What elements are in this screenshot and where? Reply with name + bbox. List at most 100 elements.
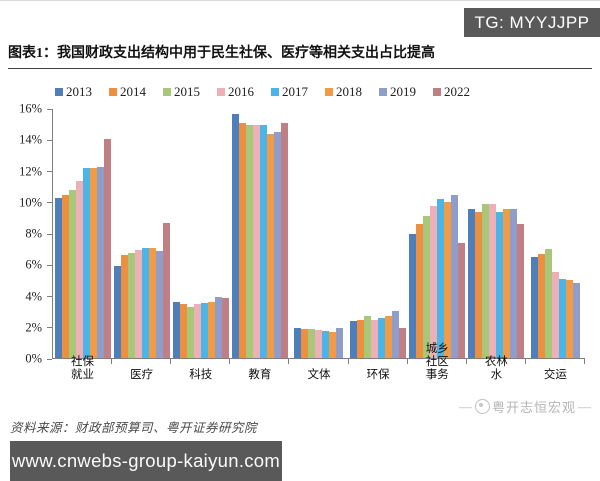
legend-item-2014: 2014 xyxy=(109,84,146,100)
bar-2017 xyxy=(200,302,208,358)
bar-group: 城乡社区事务 xyxy=(408,109,467,381)
bar-2018 xyxy=(266,133,274,358)
watermark-text: 粤开志恒宏观 xyxy=(491,400,576,415)
y-axis-label: 16% xyxy=(19,101,42,116)
bar-group: 环保 xyxy=(349,109,408,381)
bar-2014 xyxy=(120,255,128,358)
bar-2016 xyxy=(489,203,497,358)
bar-2014 xyxy=(61,194,69,358)
y-axis-label: 6% xyxy=(25,257,42,272)
x-axis-category-label: 科技 xyxy=(189,369,213,381)
x-axis-category-label: 医疗 xyxy=(130,369,154,381)
legend-item-2016: 2016 xyxy=(217,84,254,100)
bar-2019 xyxy=(451,194,459,358)
bar-2014 xyxy=(357,319,365,358)
bar-2016 xyxy=(252,124,260,358)
chart-title: 图表1：我国财政支出结构中用于民生社保、医疗等相关支出占比提高 xyxy=(8,42,592,69)
bar-2022 xyxy=(399,327,407,358)
legend-label: 2022 xyxy=(444,84,470,99)
bar-2014 xyxy=(179,304,187,358)
bar-group: 文体 xyxy=(289,109,349,381)
bar-2022 xyxy=(458,242,466,358)
bar-2015 xyxy=(186,306,194,358)
y-axis-tick xyxy=(47,108,52,110)
bar-2015 xyxy=(245,124,253,358)
bar-group: 科技 xyxy=(171,109,231,381)
yuekai-logo-icon xyxy=(474,399,490,414)
y-axis-tick xyxy=(47,358,52,360)
website-banner: www.cnwebs-group-kaiyun.com xyxy=(10,441,282,481)
bar-2015 xyxy=(423,216,431,358)
bar-2018 xyxy=(148,247,156,358)
bar-2019 xyxy=(392,310,400,358)
bar-2014 xyxy=(416,224,424,358)
bar-2022 xyxy=(162,222,170,358)
bar-2019 xyxy=(214,296,222,358)
legend-item-2018: 2018 xyxy=(325,84,362,100)
bar-2019 xyxy=(96,166,104,358)
y-axis-label: 14% xyxy=(19,132,42,147)
y-axis-label: 10% xyxy=(19,195,42,210)
bar-2019 xyxy=(572,283,580,358)
brand-watermark: — 粤开志恒宏观 — xyxy=(459,397,592,416)
y-axis-tick xyxy=(47,327,52,329)
x-axis-category-label: 城乡社区事务 xyxy=(425,343,449,381)
data-source-note: 资料来源：财政部预算司、粤开证券研究院 xyxy=(10,421,258,435)
bar-group: 社保就业 xyxy=(53,109,113,381)
bar-2017 xyxy=(437,199,445,358)
legend-swatch-icon xyxy=(379,88,387,96)
website-url-text: www.cnwebs-group-kaiyun.com xyxy=(11,450,281,471)
bar-2019 xyxy=(510,208,518,358)
plot-area: 社保就业医疗 科技 教育 文体 环保 城乡社区事务 农林水交运 xyxy=(52,109,586,381)
bar-2016 xyxy=(134,249,142,358)
bar-2022 xyxy=(517,224,525,358)
legend-swatch-icon xyxy=(163,88,171,96)
bar-group: 教育 xyxy=(230,109,290,381)
bar-2016 xyxy=(430,205,438,358)
y-axis-tick xyxy=(47,171,52,172)
bar-2018 xyxy=(503,208,511,358)
y-axis-label: 0% xyxy=(25,351,42,366)
bar-group: 交运 xyxy=(526,109,586,381)
legend-swatch-icon xyxy=(109,88,117,96)
bar-2019 xyxy=(336,328,344,358)
x-axis-category-label: 教育 xyxy=(248,369,272,381)
x-axis-category-label: 交运 xyxy=(543,369,567,381)
bar-2022 xyxy=(221,298,229,358)
legend-label: 2019 xyxy=(390,84,416,99)
watermark-dash-right: — xyxy=(578,398,592,414)
bar-2018 xyxy=(89,168,97,358)
y-axis-tick xyxy=(47,139,52,141)
y-axis-tick xyxy=(47,264,52,266)
bar-2016 xyxy=(315,330,323,358)
y-axis-tick xyxy=(47,233,52,235)
bar-2015 xyxy=(482,203,490,358)
bar-2015 xyxy=(364,315,372,358)
bar-2013 xyxy=(530,256,538,358)
telegram-contact-text: TG: MYYJJPP xyxy=(474,12,590,32)
y-axis-label: 8% xyxy=(25,226,42,241)
bar-2019 xyxy=(155,250,163,358)
bar-2017 xyxy=(322,330,330,358)
bar-2014 xyxy=(238,123,246,358)
bar-2014 xyxy=(301,329,309,358)
legend-label: 2015 xyxy=(174,84,200,99)
watermark-dash-left: — xyxy=(458,398,473,414)
legend-swatch-icon xyxy=(217,88,225,96)
y-axis-tick xyxy=(47,296,52,297)
legend-label: 2018 xyxy=(336,84,362,99)
bar-2016 xyxy=(551,272,559,358)
chart-legend: 2013 2014 2015 2016 2017 2018 2019 2022 xyxy=(55,84,590,100)
x-axis-category-label: 农林水 xyxy=(484,356,508,381)
y-axis-tick xyxy=(47,202,52,204)
bar-2018 xyxy=(565,280,573,358)
bar-2017 xyxy=(82,168,90,358)
bar-2022 xyxy=(280,123,288,358)
bar-2016 xyxy=(193,304,201,358)
bar-2013 xyxy=(294,328,302,358)
bar-2013 xyxy=(468,208,476,358)
legend-swatch-icon xyxy=(55,88,63,96)
legend-label: 2016 xyxy=(228,84,254,99)
bar-2013 xyxy=(231,113,239,358)
y-axis: 0% 2% 4% 6% 8% 10% 12% 14% 16% xyxy=(0,102,52,366)
